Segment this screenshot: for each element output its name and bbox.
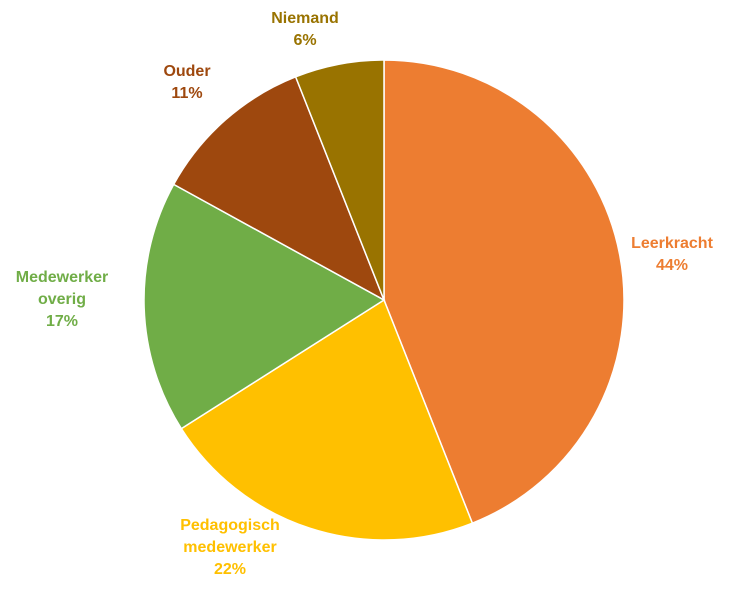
pie-slice [383, 59, 625, 525]
data-label: Leerkracht 44% [616, 233, 728, 277]
value-label: 44% [655, 257, 689, 274]
data-label: Pedagogisch medewerker 22% [174, 515, 286, 581]
pie-slice [294, 59, 385, 301]
pie-slice [180, 298, 474, 541]
pie-slice [172, 75, 386, 302]
value-label: 17% [45, 313, 79, 330]
data-label: Ouder 11% [131, 61, 243, 105]
pie-slice [143, 183, 386, 430]
category-label: Pedagogisch medewerker [180, 517, 280, 556]
category-label: Niemand [271, 10, 339, 27]
value-label: 6% [293, 32, 317, 49]
category-label: Medewerker overig [15, 269, 109, 308]
value-label: 11% [171, 85, 203, 102]
data-label: Medewerker overig 17% [6, 267, 118, 333]
category-label: Ouder [163, 63, 211, 80]
data-label: Niemand 6% [249, 8, 361, 52]
value-label: 22% [213, 561, 247, 578]
category-label: Leerkracht [631, 235, 713, 252]
